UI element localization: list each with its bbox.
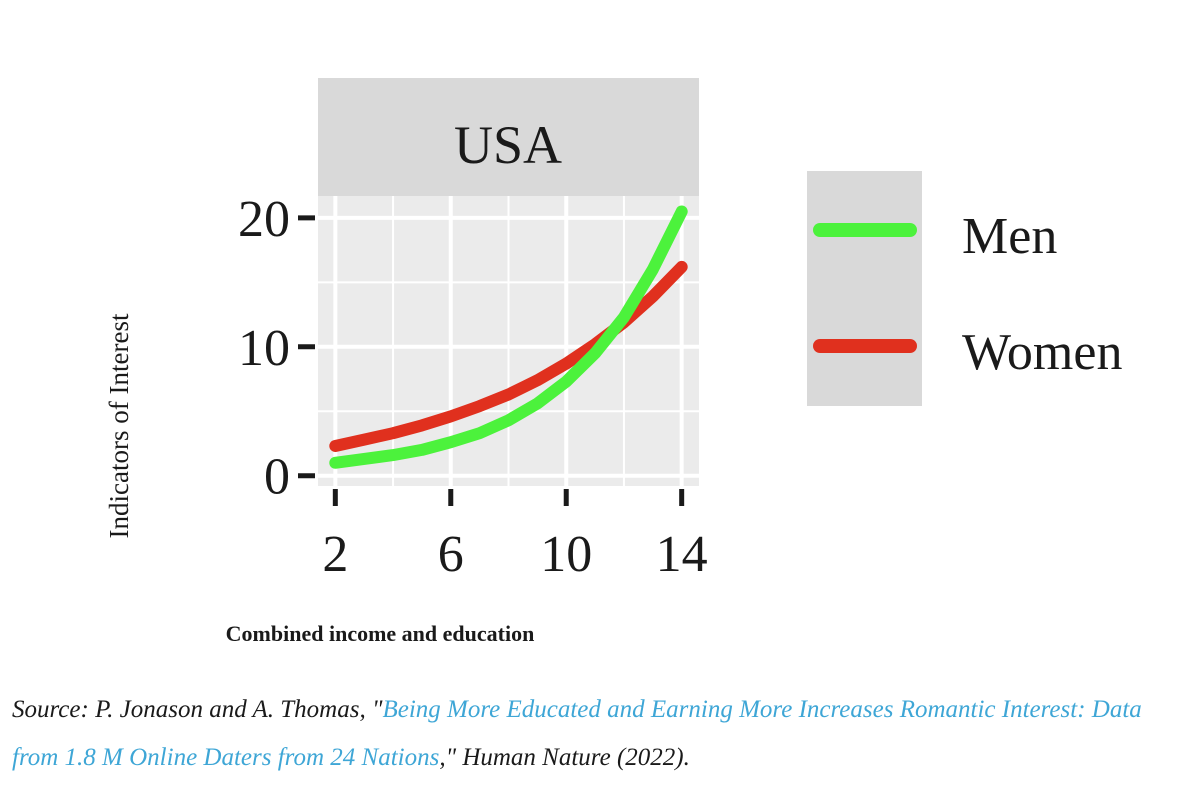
caption-prefix: Source: P. Jonason and A. Thomas, " [12,696,383,723]
chart-title: USA [454,115,562,175]
legend-label-women: Women [962,324,1122,381]
x-axis-label: Combined income and education [226,621,535,646]
series-line-men [329,205,688,469]
facet-strip [318,78,699,196]
caption-suffix: ," Human Nature (2022). [439,744,690,771]
legend-box [807,171,922,406]
x-tick-label: 2 [322,526,348,583]
x-tick-label: 6 [438,526,464,583]
axis-marks: 0 10 20 2 6 10 14 [238,191,708,583]
series-lines [329,205,688,469]
x-tick-label: 14 [656,526,708,583]
x-tick-label: 10 [540,526,592,583]
source-caption: Source: P. Jonason and A. Thomas, "Being… [12,686,1192,782]
source-link[interactable]: Being More Educated and Earning More Inc… [12,696,1142,771]
y-tick-label: 10 [238,320,290,377]
legend-label-men: Men [962,208,1057,265]
y-tick-label: 0 [264,449,290,506]
y-tick-label: 20 [238,191,290,248]
y-axis-label: Indicators of Interest [104,313,134,538]
